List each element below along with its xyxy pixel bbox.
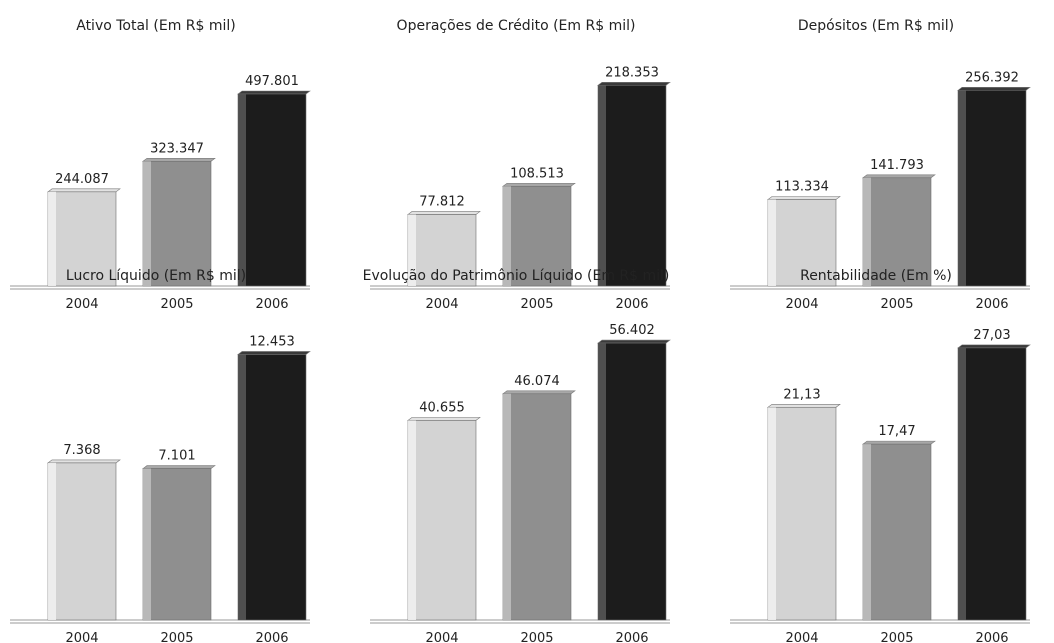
bar-side-2-2006 bbox=[598, 85, 606, 286]
bar-side-6-2005 bbox=[863, 444, 871, 620]
value-label-6-2005: 17,47 bbox=[878, 424, 915, 439]
bar-1-2005 bbox=[142, 160, 212, 287]
bar-2-2006 bbox=[597, 85, 667, 287]
bar-side-4-2005 bbox=[143, 468, 151, 620]
value-label-2-2005: 108.513 bbox=[510, 166, 564, 181]
value-label-6-2004: 21,13 bbox=[783, 387, 820, 402]
bar-2-2004 bbox=[407, 214, 477, 287]
bar-4-2005 bbox=[142, 468, 212, 621]
value-label-1-2004: 244.087 bbox=[55, 172, 109, 187]
value-label-5-2006: 56.402 bbox=[609, 323, 655, 338]
bar-5-2005 bbox=[502, 393, 572, 621]
category-label-5-2005: 2005 bbox=[520, 631, 553, 643]
bar-6-2005 bbox=[862, 443, 932, 621]
bar-top-6-2005 bbox=[862, 440, 936, 445]
bar-side-1-2004 bbox=[48, 191, 56, 286]
bar-top-2-2006 bbox=[597, 82, 671, 86]
category-label-3-2005: 2005 bbox=[880, 297, 913, 312]
value-label-4-2004: 7.368 bbox=[63, 443, 100, 458]
bar-2-2005 bbox=[502, 185, 572, 287]
bar-top-5-2006 bbox=[597, 339, 671, 344]
bar-top-4-2006 bbox=[237, 351, 311, 355]
category-label-3-2006: 2006 bbox=[975, 297, 1008, 312]
bar-3-2006 bbox=[957, 90, 1027, 287]
chart-title-4: Lucro Líquido (Em R$ mil) bbox=[66, 268, 246, 284]
bar-top-1-2006 bbox=[237, 90, 311, 95]
bar-1-2006 bbox=[237, 93, 307, 287]
category-label-3-2004: 2004 bbox=[785, 297, 818, 312]
bar-6-2004 bbox=[767, 406, 837, 621]
category-label-4-2006: 2006 bbox=[255, 631, 288, 643]
category-label-2-2006: 2006 bbox=[615, 297, 648, 312]
chart-title-1: Ativo Total (Em R$ mil) bbox=[76, 18, 236, 34]
bar-side-3-2006 bbox=[958, 90, 966, 286]
bar-top-6-2004 bbox=[767, 403, 841, 408]
bar-side-6-2006 bbox=[958, 347, 966, 620]
category-label-5-2004: 2004 bbox=[425, 631, 458, 643]
bar-side-4-2004 bbox=[48, 462, 56, 620]
category-label-4-2004: 2004 bbox=[65, 631, 98, 643]
value-label-2-2004: 77.812 bbox=[419, 194, 465, 209]
bar-top-3-2006 bbox=[957, 87, 1031, 91]
value-label-1-2005: 323.347 bbox=[150, 141, 204, 156]
bar-side-1-2006 bbox=[238, 93, 246, 286]
bar-top-4-2005 bbox=[142, 465, 216, 469]
bar-3-2004 bbox=[767, 199, 837, 287]
category-label-4-2005: 2005 bbox=[160, 631, 193, 643]
bar-3-2005 bbox=[862, 177, 932, 287]
category-label-2-2004: 2004 bbox=[425, 297, 458, 312]
bar-side-1-2005 bbox=[143, 161, 151, 286]
value-label-4-2006: 12.453 bbox=[249, 334, 295, 349]
bar-top-4-2004 bbox=[47, 459, 121, 464]
bar-side-5-2006 bbox=[598, 343, 606, 620]
chart-title-2: Operações de Crédito (Em R$ mil) bbox=[397, 18, 636, 34]
category-label-2-2005: 2005 bbox=[520, 297, 553, 312]
bar-4-2004 bbox=[47, 462, 117, 621]
bar-side-5-2004 bbox=[408, 420, 416, 620]
category-label-6-2006: 2006 bbox=[975, 631, 1008, 643]
value-label-5-2005: 46.074 bbox=[514, 374, 560, 389]
value-label-3-2006: 256.392 bbox=[965, 70, 1019, 85]
bar-top-1-2004 bbox=[47, 188, 121, 193]
bar-side-6-2004 bbox=[768, 407, 776, 620]
chart-title-6: Rentabilidade (Em %) bbox=[800, 268, 952, 284]
bar-top-5-2004 bbox=[407, 417, 481, 421]
value-label-6-2006: 27,03 bbox=[973, 328, 1010, 343]
chart-title-3: Depósitos (Em R$ mil) bbox=[798, 18, 954, 34]
value-label-5-2004: 40.655 bbox=[419, 400, 465, 415]
bar-side-5-2005 bbox=[503, 393, 511, 620]
value-label-1-2006: 497.801 bbox=[245, 74, 299, 89]
bar-top-3-2004 bbox=[767, 196, 841, 200]
bar-4-2006 bbox=[237, 354, 307, 621]
bar-top-5-2005 bbox=[502, 390, 576, 395]
value-label-2-2006: 218.353 bbox=[605, 65, 659, 80]
category-label-1-2005: 2005 bbox=[160, 297, 193, 312]
bar-top-3-2005 bbox=[862, 174, 936, 179]
category-label-5-2006: 2006 bbox=[615, 631, 648, 643]
category-label-1-2006: 2006 bbox=[255, 297, 288, 312]
bar-5-2004 bbox=[407, 420, 477, 621]
bar-top-6-2006 bbox=[957, 344, 1031, 349]
bar-5-2006 bbox=[597, 342, 667, 621]
bar-side-2-2004 bbox=[408, 214, 416, 286]
bar-6-2006 bbox=[957, 347, 1027, 621]
category-label-1-2004: 2004 bbox=[65, 297, 98, 312]
bar-top-2-2004 bbox=[407, 211, 481, 215]
bar-side-3-2004 bbox=[768, 199, 776, 286]
bar-side-2-2005 bbox=[503, 186, 511, 286]
category-label-6-2004: 2004 bbox=[785, 631, 818, 643]
category-label-6-2005: 2005 bbox=[880, 631, 913, 643]
bar-side-4-2006 bbox=[238, 354, 246, 620]
value-label-3-2005: 141.793 bbox=[870, 158, 924, 173]
bar-top-2-2005 bbox=[502, 182, 576, 187]
value-label-3-2004: 113.334 bbox=[775, 179, 829, 194]
bar-top-1-2005 bbox=[142, 157, 216, 162]
bar-side-3-2005 bbox=[863, 177, 871, 286]
value-label-4-2005: 7.101 bbox=[158, 449, 195, 464]
chart-title-5: Evolução do Patrimônio Líquido (Em R$ mi… bbox=[363, 268, 670, 284]
